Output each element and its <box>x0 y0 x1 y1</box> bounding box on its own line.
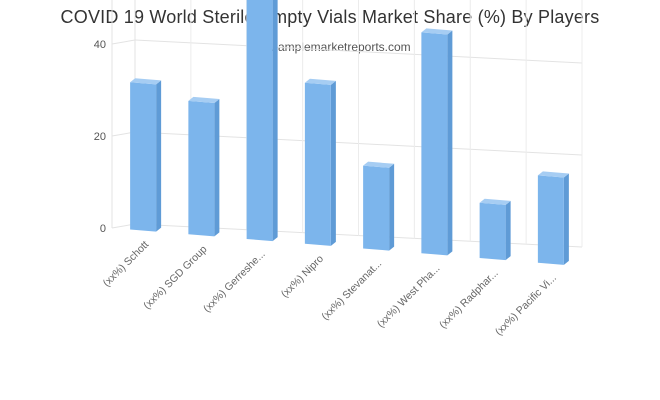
chart-title: COVID 19 World Sterile Empty Vials Marke… <box>60 7 600 27</box>
grid <box>111 0 583 248</box>
bar-front <box>304 82 331 246</box>
bar-side <box>214 98 220 237</box>
bar-series <box>130 0 569 265</box>
chart-subtitle: www.amplemarketreports.com <box>249 40 411 54</box>
bar-top <box>130 78 162 85</box>
bar <box>130 78 162 232</box>
bar-front <box>246 0 273 242</box>
bar-top <box>421 28 453 35</box>
bar-front <box>479 202 506 261</box>
bar <box>188 96 220 237</box>
bar-side <box>272 0 278 242</box>
bar-side <box>156 80 162 232</box>
bar <box>537 171 569 265</box>
bar-top <box>304 78 336 85</box>
y-axis: 0204060 <box>94 39 106 235</box>
y-tick-label: 0 <box>100 223 106 235</box>
bar-front <box>188 100 215 237</box>
bar-side <box>505 200 511 261</box>
bar-front <box>363 165 390 251</box>
bar-side <box>447 30 453 256</box>
bar <box>421 28 453 256</box>
bar-side <box>563 173 569 265</box>
bar <box>363 161 395 251</box>
bar-side <box>389 163 395 251</box>
bar <box>304 78 336 246</box>
bar-side <box>330 80 336 246</box>
side-gridline <box>111 39 136 45</box>
bar-front <box>421 32 448 256</box>
y-tick-label: 20 <box>94 131 106 143</box>
x-tick-label: (xx%) West Pha... <box>375 262 443 330</box>
y-tick-label: 40 <box>94 39 106 51</box>
bar-top <box>188 96 220 103</box>
x-tick-label: (xx%) Nipro <box>279 253 326 300</box>
bar <box>479 198 511 261</box>
x-tick-label: (xx%) Gerreshe... <box>201 248 268 315</box>
x-tick-label: (xx%) Stevanat... <box>319 258 384 323</box>
bar-front <box>130 82 157 232</box>
bar-top <box>479 198 511 205</box>
bar-top <box>537 171 569 178</box>
bar-front <box>537 175 564 265</box>
bar-top <box>363 161 395 168</box>
bar <box>246 0 278 242</box>
x-tick-label: (xx%) Radphar... <box>437 267 501 331</box>
x-tick-label: (xx%) Schott <box>101 239 152 290</box>
x-tick-label: (xx%) SGD Group <box>141 243 209 311</box>
x-tick-label: (xx%) Pacific Vi... <box>493 272 559 338</box>
